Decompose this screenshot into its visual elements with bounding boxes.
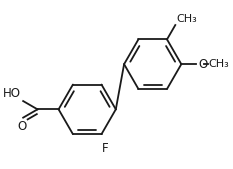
Text: CH₃: CH₃ — [176, 14, 197, 24]
Text: O: O — [18, 120, 27, 133]
Text: O: O — [198, 58, 207, 71]
Text: F: F — [102, 142, 109, 155]
Text: CH₃: CH₃ — [209, 59, 229, 69]
Text: HO: HO — [3, 87, 21, 100]
